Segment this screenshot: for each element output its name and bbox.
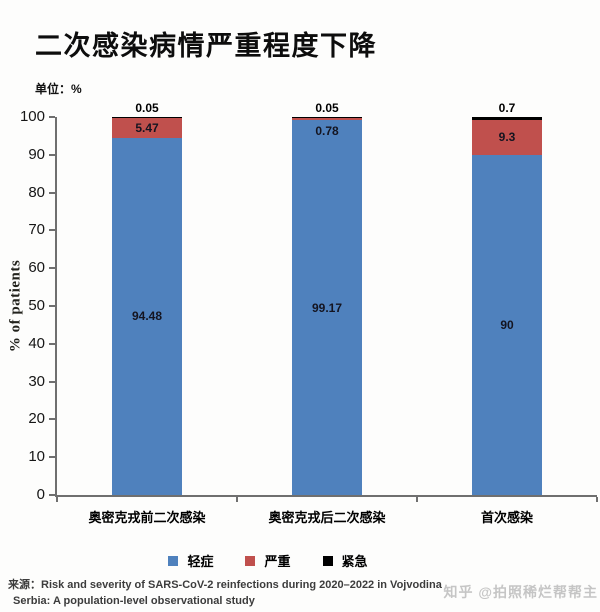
y-tick-label: 0: [36, 486, 45, 503]
bar-value-label: 5.47: [135, 120, 159, 135]
bar-segment-轻症: [472, 154, 542, 495]
y-tick-label: 90: [28, 145, 45, 163]
x-axis-tick: [236, 497, 238, 502]
unit-label: 单位：%: [35, 82, 82, 96]
y-axis-tick: [49, 418, 55, 421]
legend-item-紧急: 紧急: [322, 551, 368, 570]
watermark: 知乎 @拍照稀烂帮帮主: [443, 584, 598, 600]
y-tick-label: 60: [28, 259, 45, 277]
legend-label: 紧急: [341, 554, 368, 569]
bar-value-label: 0.05: [135, 101, 159, 115]
y-tick-label: 50: [28, 297, 45, 314]
bar-segment-严重: [112, 117, 182, 138]
source-line-1: 来源：Risk and severity of SARS-CoV-2 reinf…: [8, 579, 442, 591]
y-tick-label: 30: [28, 372, 45, 390]
legend-swatch: [322, 555, 333, 566]
y-axis-tick: [49, 229, 55, 232]
bar-value-label: 94.48: [131, 309, 163, 324]
y-axis-tick: [49, 267, 55, 270]
y-axis-tick: [49, 305, 55, 307]
x-axis-tick: [56, 497, 58, 502]
bar-value-label: 90: [500, 317, 514, 332]
legend-swatch: [168, 555, 179, 566]
y-tick-label: 40: [28, 334, 45, 352]
bar-value-label: 0.7: [498, 101, 516, 115]
legend-label: 轻症: [187, 554, 214, 569]
category-label: 首次感染: [480, 510, 533, 525]
legend-item-严重: 严重: [245, 551, 291, 570]
x-axis-tick: [416, 497, 418, 502]
bar-value-label: 99.17: [311, 300, 343, 315]
page-title: 二次感染病情严重程度下降: [35, 31, 377, 61]
bar-value-label: 9.3: [498, 130, 516, 145]
y-tick-label: 100: [19, 108, 45, 125]
y-tick-label: 80: [28, 183, 45, 201]
y-tick-label: 10: [28, 448, 45, 466]
y-tick-label: 20: [28, 410, 45, 428]
bar-value-label: 0.05: [315, 101, 339, 115]
y-tick-label: 70: [28, 221, 45, 239]
y-axis-tick: [49, 116, 55, 118]
category-label: 奥密克戎后二次感染: [268, 510, 386, 525]
y-axis-tick: [49, 191, 55, 194]
bar-segment-轻症: [112, 137, 182, 495]
y-axis-tick: [49, 456, 55, 459]
y-axis-tick: [49, 494, 55, 496]
source-line-2: Serbia: A population-level observational…: [13, 595, 255, 607]
y-axis-tick: [49, 153, 55, 156]
bar-segment-紧急: [472, 117, 542, 120]
legend: 轻症 严重 紧急: [0, 551, 568, 570]
bar-segment-轻症: [292, 120, 362, 495]
bar-value-label: 0.78: [315, 124, 339, 139]
y-axis-tick: [49, 380, 55, 383]
bar-segment-严重: [472, 119, 542, 155]
source-note: 来源：Risk and severity of SARS-CoV-2 reinf…: [8, 577, 478, 609]
legend-swatch: [245, 555, 256, 566]
category-label: 奥密克戎前二次感染: [88, 510, 206, 525]
source-prefix: 来源：: [8, 579, 41, 591]
legend-label: 严重: [264, 554, 291, 569]
bar-segment-严重: [292, 117, 362, 121]
plot-area: 0 10 20 30 40 50 60 70 80 90 100 94.48 5.47 0.05 奥密克戎前…: [20, 101, 598, 525]
legend-item-轻症: 轻症: [168, 551, 213, 570]
y-axis-tick: [49, 342, 55, 345]
x-axis-tick: [596, 497, 598, 502]
